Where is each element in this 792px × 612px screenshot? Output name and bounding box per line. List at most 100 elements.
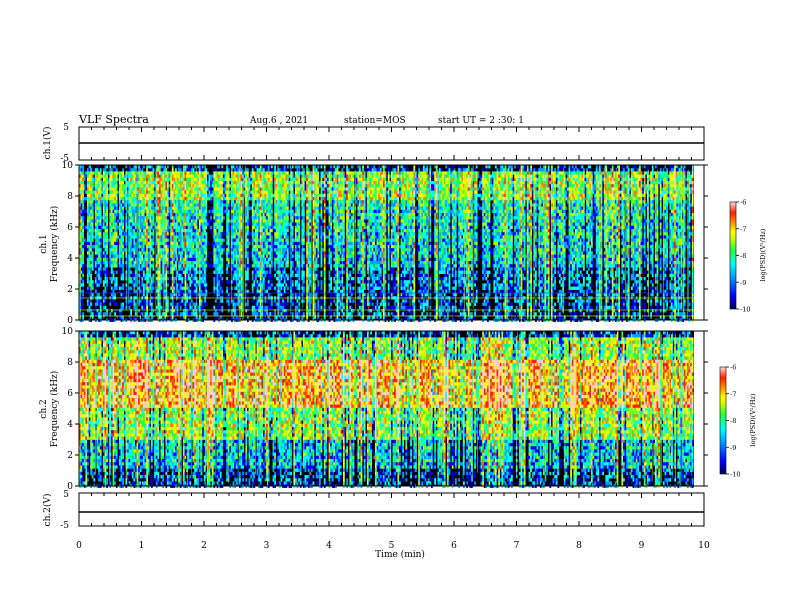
spectrogram-cell: [178, 303, 180, 306]
spectrogram-cell: [194, 267, 196, 270]
spectrogram-cell: [265, 229, 267, 232]
spectrogram-cell: [92, 293, 94, 296]
spectrogram-cell: [81, 175, 83, 178]
spectrogram-cell: [233, 293, 235, 296]
spectrogram-cell: [167, 181, 169, 184]
spectrogram-cell: [252, 287, 254, 290]
spectrogram-cell: [268, 191, 270, 194]
spectrogram-cell: [119, 242, 121, 245]
spectrogram-cell: [101, 239, 103, 242]
spectrogram-cell: [87, 194, 89, 197]
spectrogram-cell: [221, 255, 223, 258]
spectrogram-cell: [213, 239, 215, 242]
spectrogram-cell: [178, 245, 180, 248]
spectrogram-cell: [105, 274, 107, 277]
spectrogram-cell: [265, 184, 267, 187]
spectrogram-cell: [180, 277, 182, 280]
spectrogram-cell: [113, 242, 115, 245]
spectrogram-cell: [122, 255, 124, 258]
spectrogram-cell: [258, 303, 260, 306]
spectrogram-cell: [201, 216, 203, 219]
spectrogram-cell: [121, 261, 123, 264]
spectrogram-cell: [233, 165, 235, 168]
spectrogram-cell: [215, 207, 217, 210]
spectrogram-cell: [245, 187, 247, 190]
spectrogram-cell: [124, 219, 126, 222]
spectrogram-cell: [258, 187, 260, 190]
spectrogram-cell: [116, 248, 118, 251]
spectrogram-cell: [132, 258, 134, 261]
spectrogram-cell: [117, 251, 119, 254]
spectrogram-cell: [265, 216, 267, 219]
spectrogram-cell: [146, 197, 148, 200]
spectrogram-cell: [191, 178, 193, 181]
spectrogram-cell: [218, 264, 220, 267]
spectrogram-cell: [92, 309, 94, 312]
spectrogram-cell: [121, 242, 123, 245]
spectrogram-cell: [172, 203, 174, 206]
spectrogram-cell: [153, 309, 155, 312]
spectrogram-cell: [234, 210, 236, 213]
spectrogram-cell: [266, 261, 268, 264]
spectrogram-cell: [87, 197, 89, 200]
spectrogram-cell: [106, 187, 108, 190]
spectrogram-cell: [159, 239, 161, 242]
spectrogram-cell: [225, 200, 227, 203]
spectrogram-cell: [153, 226, 155, 229]
spectrogram-cell: [143, 306, 145, 309]
spectrogram-cell: [228, 261, 230, 264]
spectrogram-cell: [146, 267, 148, 270]
spectrogram-cell: [257, 200, 259, 203]
spectrogram-cell: [151, 213, 153, 216]
spectrogram-cell: [186, 258, 188, 261]
spectrogram-cell: [100, 184, 102, 187]
spectrogram-cell: [173, 258, 175, 261]
spectrogram-cell: [236, 191, 238, 194]
spectrogram-cell: [133, 165, 135, 168]
spectrogram-cell: [213, 309, 215, 312]
spectrogram-cell: [97, 274, 99, 277]
spectrogram-cell: [194, 223, 196, 226]
spectrogram-cell: [194, 245, 196, 248]
spectrogram-cell: [241, 207, 243, 210]
spectrogram-cell: [260, 267, 262, 270]
spectrogram-cell: [116, 245, 118, 248]
spectrogram-cell: [188, 264, 190, 267]
spectrogram-cell: [265, 299, 267, 302]
spectrogram-cell: [266, 306, 268, 309]
spectrogram-cell: [114, 168, 116, 171]
spectrogram-cell: [113, 213, 115, 216]
spectrogram-cell: [149, 165, 151, 168]
spectrogram-cell: [119, 178, 121, 181]
spectrogram-cell: [143, 258, 145, 261]
spectrogram-cell: [260, 200, 262, 203]
spectrogram-cell: [108, 181, 110, 184]
spectrogram-cell: [145, 258, 147, 261]
spectrogram-cell: [215, 248, 217, 251]
spectrogram-cell: [124, 178, 126, 181]
spectrogram-cell: [185, 251, 187, 254]
spectrogram-cell: [148, 187, 150, 190]
spectrogram-cell: [109, 175, 111, 178]
spectrogram-cell: [241, 175, 243, 178]
spectrogram-cell: [189, 232, 191, 235]
spectrogram-cell: [276, 187, 278, 190]
spectrogram-cell: [81, 168, 83, 171]
spectrogram-cell: [193, 187, 195, 190]
spectrogram-cell: [194, 175, 196, 178]
spectrogram-cell: [92, 229, 94, 232]
spectrogram-cell: [269, 226, 271, 229]
spectrogram-cell: [170, 261, 172, 264]
spectrogram-cell: [132, 187, 134, 190]
spectrogram-cell: [89, 178, 91, 181]
spectrogram-cell: [98, 207, 100, 210]
spectrogram-cell: [255, 293, 257, 296]
spectrogram-cell: [121, 178, 123, 181]
spectrogram-cell: [269, 203, 271, 206]
spectrogram-cell: [121, 303, 123, 306]
spectrogram-cell: [202, 194, 204, 197]
spectrogram-cell: [241, 191, 243, 194]
spectrogram-cell: [213, 184, 215, 187]
spectrogram-cell: [253, 191, 255, 194]
spectrogram-cell: [271, 261, 273, 264]
